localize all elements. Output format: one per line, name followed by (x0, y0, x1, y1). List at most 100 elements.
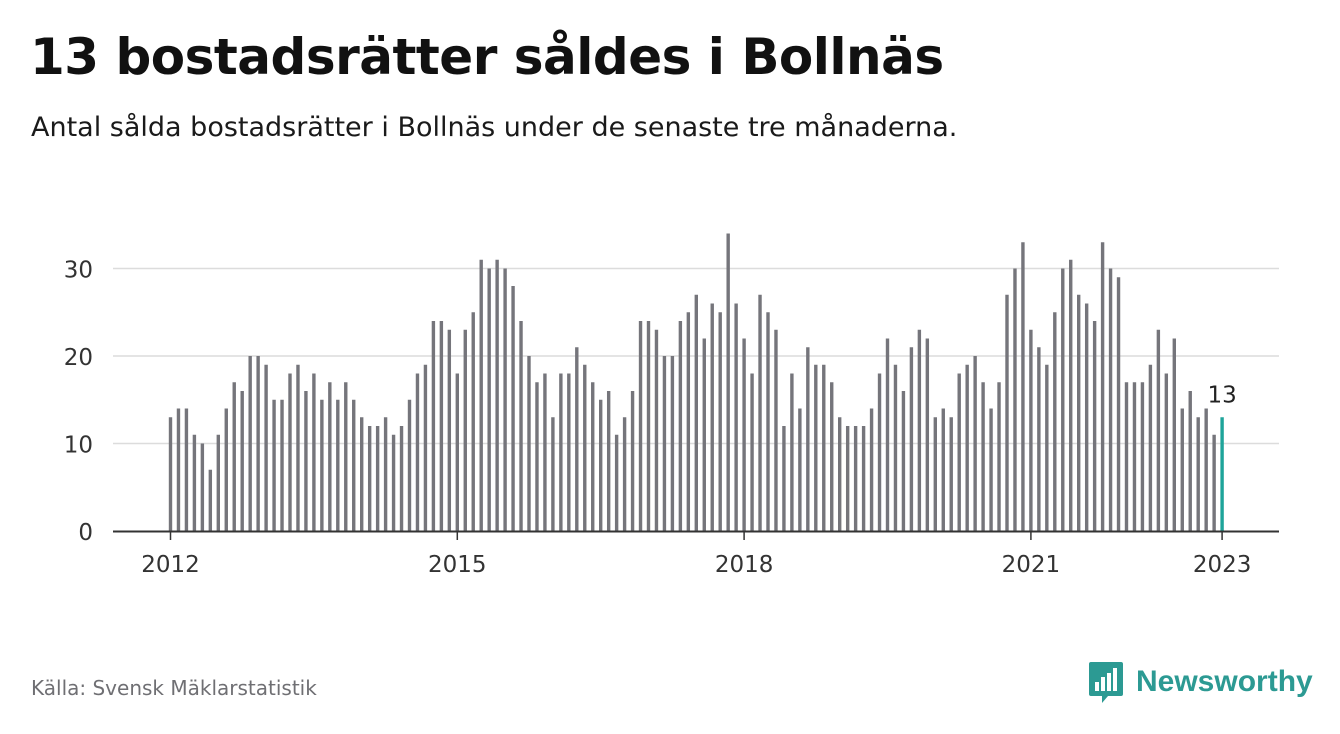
bar (559, 373, 563, 531)
bar (224, 408, 228, 531)
bar (208, 469, 213, 531)
bar (1180, 408, 1184, 531)
bar (758, 294, 762, 531)
bar (1156, 329, 1161, 531)
bar (352, 399, 356, 531)
bar (981, 382, 985, 531)
bar (830, 382, 834, 531)
bar (885, 338, 890, 531)
x-tick-label: 2021 (1002, 552, 1061, 578)
x-tick-label: 2018 (715, 552, 774, 578)
y-tick-label: 30 (64, 258, 93, 284)
bar (901, 391, 906, 531)
bar (853, 426, 858, 531)
bar (845, 426, 850, 531)
bar (216, 434, 220, 531)
bar (806, 347, 810, 531)
highlight-bar (1220, 417, 1224, 531)
bar (495, 259, 499, 531)
bar (575, 347, 579, 531)
bar (606, 391, 611, 531)
bar (782, 426, 786, 531)
bar (184, 408, 189, 531)
bar (264, 364, 268, 531)
bar (1124, 382, 1129, 531)
bar (933, 417, 937, 531)
bar (487, 268, 491, 531)
bar (312, 373, 316, 531)
bar (726, 233, 730, 531)
source-note: Källa: Svensk Mäklarstatistik (31, 676, 317, 700)
x-tick-label: 2015 (428, 552, 487, 578)
bar (256, 356, 260, 531)
bar (622, 417, 627, 531)
bar (1069, 259, 1073, 531)
bar (861, 426, 866, 531)
bar (415, 373, 420, 531)
bar (543, 373, 547, 531)
bar (790, 373, 794, 531)
bar (288, 373, 292, 531)
newsworthy-icon (1089, 662, 1123, 703)
bar (336, 399, 340, 531)
bar (232, 382, 236, 531)
chart-subtitle: Antal sålda bostadsrätter i Bollnäs unde… (31, 112, 958, 143)
bar (1116, 277, 1121, 531)
bar (431, 321, 436, 531)
bar (272, 399, 276, 531)
bar (328, 382, 332, 531)
bar (240, 391, 244, 531)
bar (503, 268, 507, 531)
bar (654, 329, 659, 531)
bar (814, 364, 818, 531)
bar (1077, 294, 1081, 531)
bar (774, 329, 778, 531)
bar (750, 373, 754, 531)
bar (320, 399, 324, 531)
bar (1053, 312, 1057, 531)
bar (296, 364, 300, 531)
bar (168, 417, 173, 531)
bar (391, 434, 396, 531)
bar (838, 417, 842, 531)
bar (662, 356, 667, 531)
bar (630, 391, 635, 531)
bar (742, 338, 746, 531)
brand-name: Newsworthy (1136, 665, 1313, 698)
bar (399, 426, 404, 531)
bar (375, 426, 380, 531)
bar (1045, 364, 1049, 531)
bar (798, 408, 802, 531)
x-tick-label: 2023 (1193, 552, 1252, 578)
bar (447, 329, 452, 531)
bar (1188, 391, 1192, 531)
bar (1029, 329, 1033, 531)
bar (1100, 242, 1105, 531)
bar (1021, 242, 1025, 531)
bar (383, 417, 388, 531)
bar (599, 399, 603, 531)
bar (869, 408, 874, 531)
bar (638, 321, 643, 531)
bar (1140, 382, 1145, 531)
newsworthy-logo: Newsworthy (1088, 660, 1313, 704)
bar (718, 312, 722, 531)
bar (909, 347, 914, 531)
bar (423, 364, 428, 531)
bar (463, 329, 467, 531)
bar (439, 321, 444, 531)
bar (822, 364, 826, 531)
bar (192, 434, 197, 531)
bar-chart: 0 10 20 30 2012 2015 2018 2021 2023 13 (64, 233, 1279, 578)
bar (344, 382, 348, 531)
bar (678, 321, 683, 531)
y-tick-label: 0 (78, 520, 93, 546)
bar (941, 408, 945, 531)
bar (965, 364, 969, 531)
bar (989, 408, 993, 531)
bar (551, 417, 555, 531)
bar (567, 373, 571, 531)
bar (646, 321, 651, 531)
bar (702, 338, 706, 531)
bar (583, 364, 587, 531)
